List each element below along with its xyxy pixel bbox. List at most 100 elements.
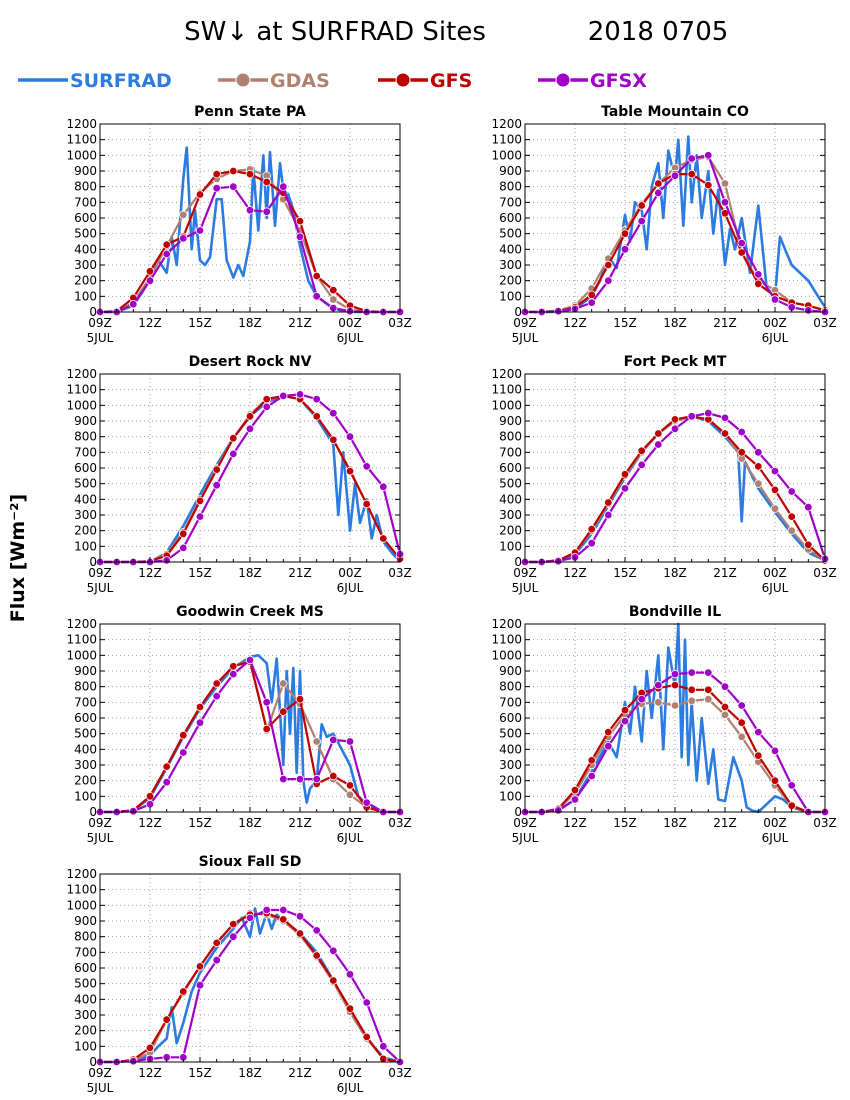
series-point: [587, 771, 596, 781]
series-point: [312, 951, 321, 960]
y-tick-label: 1000: [66, 148, 97, 162]
series-point: [720, 179, 730, 188]
y-tick-label: 100: [74, 539, 97, 553]
series-point: [704, 409, 713, 418]
x-tick-label: 12Z: [138, 566, 162, 580]
series-point: [312, 412, 321, 421]
x-tick-label: 09Z: [513, 566, 537, 580]
y-tick-label: 700: [499, 695, 522, 709]
series-point: [245, 424, 255, 433]
series-point: [179, 543, 188, 553]
series-point: [262, 698, 271, 707]
x-tick-label: 09Z: [88, 1066, 112, 1080]
series-point: [604, 727, 613, 737]
x-tick-label: 03Z: [388, 1066, 412, 1080]
y-tick-label: 500: [74, 977, 97, 991]
x-tick-label: 21Z: [713, 566, 737, 580]
series-point: [329, 976, 338, 985]
series-point: [379, 1042, 388, 1051]
y-tick-label: 0: [514, 805, 522, 819]
series-point: [637, 695, 646, 704]
legend-label: GFS: [430, 70, 472, 92]
x-tick-label: 18Z: [663, 566, 687, 580]
y-tick-label: 700: [74, 945, 97, 959]
series-point: [229, 932, 238, 941]
y-tick-label: 0: [514, 555, 522, 569]
y-tick-label: 1100: [66, 383, 97, 397]
series-point: [704, 668, 713, 677]
series-point: [245, 913, 255, 923]
series-point: [295, 390, 305, 399]
y-tick-label: 400: [499, 242, 522, 256]
series-point: [345, 1004, 355, 1013]
x-tick-label: 00Z: [338, 316, 362, 330]
series-point: [362, 1032, 371, 1042]
legend-marker: [555, 72, 571, 88]
series-point: [345, 737, 355, 746]
series-point: [195, 962, 205, 971]
x-tick-label: 03Z: [813, 566, 837, 580]
y-tick-label: 1100: [491, 633, 522, 647]
series-point: [770, 466, 780, 476]
legend-marker: [395, 72, 411, 88]
series-point: [620, 229, 630, 238]
y-tick-label: 200: [74, 524, 97, 538]
y-tick-label: 1000: [66, 398, 97, 412]
y-tick-label: 1100: [66, 883, 97, 897]
legend-entry-gfs: GFS: [378, 70, 472, 92]
legend-label: SURFRAD: [70, 70, 172, 92]
x-tick-label: 18Z: [238, 816, 262, 830]
series-point: [179, 748, 188, 757]
series-point: [620, 470, 630, 479]
series-point: [604, 276, 613, 285]
series-point: [704, 685, 713, 694]
x-tick-label: 12Z: [138, 316, 162, 330]
series-point: [687, 696, 696, 705]
series-point: [262, 177, 271, 187]
y-tick-label: 800: [74, 430, 97, 444]
series-line: [100, 146, 400, 314]
series-point: [312, 926, 321, 935]
y-tick-label: 200: [74, 1024, 97, 1038]
y-tick-label: 600: [74, 961, 97, 975]
series-point: [145, 1043, 155, 1053]
legend-entry-gfsx: GFSX: [538, 70, 647, 92]
series-point: [604, 742, 613, 751]
series-point: [637, 216, 646, 226]
x-tick-label: 18Z: [238, 1066, 262, 1080]
series-point: [620, 484, 630, 493]
x-tick-label: 03Z: [388, 816, 412, 830]
series-point: [195, 702, 205, 712]
x-tick-label: 12Z: [138, 1066, 162, 1080]
series-point: [704, 151, 713, 160]
series-point: [179, 210, 188, 220]
series-point: [245, 205, 255, 215]
series-point: [654, 698, 663, 707]
y-tick-label: 1200: [491, 117, 522, 131]
series-point: [737, 718, 746, 727]
x-date-label: 6JUL: [337, 831, 364, 845]
y-tick-label: 600: [74, 711, 97, 725]
x-tick-label: 15Z: [188, 566, 212, 580]
series-point: [212, 691, 221, 701]
x-date-label: 6JUL: [337, 1081, 364, 1095]
x-tick-label: 03Z: [813, 316, 837, 330]
y-axis-label: Flux [Wm⁻²]: [7, 494, 29, 622]
y-tick-label: 200: [499, 274, 522, 288]
y-tick-label: 900: [499, 664, 522, 678]
series-point: [754, 270, 763, 279]
x-date-label: 6JUL: [762, 581, 789, 595]
series-point: [379, 482, 388, 491]
series-point: [637, 446, 646, 455]
series-point: [195, 190, 205, 199]
legend-entry-surfrad: SURFRAD: [18, 70, 172, 92]
y-tick-label: 100: [74, 289, 97, 303]
x-tick-label: 15Z: [188, 316, 212, 330]
y-tick-label: 900: [499, 414, 522, 428]
y-tick-label: 900: [74, 414, 97, 428]
panel-title: Bondville IL: [629, 604, 721, 620]
series-point: [804, 503, 813, 512]
y-tick-label: 200: [74, 274, 97, 288]
series-point: [720, 682, 730, 691]
